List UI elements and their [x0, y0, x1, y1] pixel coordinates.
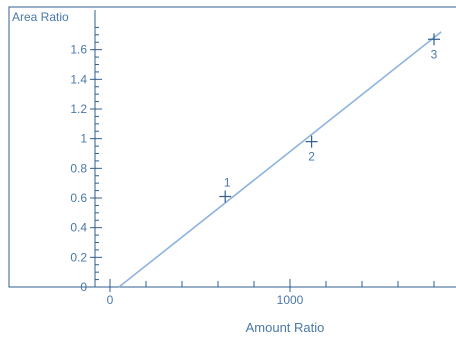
y-tick-label: 1.4	[70, 72, 87, 86]
points-group: 1 2 3	[219, 33, 440, 203]
axis-labels: Area Ratio Amount Ratio	[10, 9, 324, 335]
point-label: 3	[431, 47, 438, 61]
fit-line-group	[118, 31, 442, 288]
data-point-1: 1	[219, 176, 232, 203]
point-label: 1	[224, 176, 231, 190]
y-tick-label: 1	[80, 132, 87, 146]
y-tick-label: 0.8	[70, 161, 87, 175]
data-point-3: 3	[428, 33, 440, 61]
y-tick-label: 1.6	[70, 43, 87, 57]
data-point-2: 2	[305, 135, 318, 164]
y-tick-label: 0	[80, 280, 87, 294]
calibration-fit-line	[118, 31, 442, 288]
y-tick-label: 0.4	[70, 221, 87, 235]
x-axis-label: Amount Ratio	[246, 320, 325, 335]
x-tick-label: 0	[107, 293, 114, 307]
x-tick-label: 1000	[277, 293, 304, 307]
y-axis-label: Area Ratio	[12, 10, 69, 24]
point-label: 2	[308, 150, 315, 164]
axes: 0 0.2 0.4 0.6 0.8 1 1.2 1.4 1.6 0 1000	[70, 10, 456, 307]
y-tick-label: 1.2	[70, 102, 87, 116]
y-tick-label: 0.6	[70, 191, 87, 205]
y-tick-label: 0.2	[70, 250, 87, 264]
y-axis-label-bg	[10, 9, 70, 24]
